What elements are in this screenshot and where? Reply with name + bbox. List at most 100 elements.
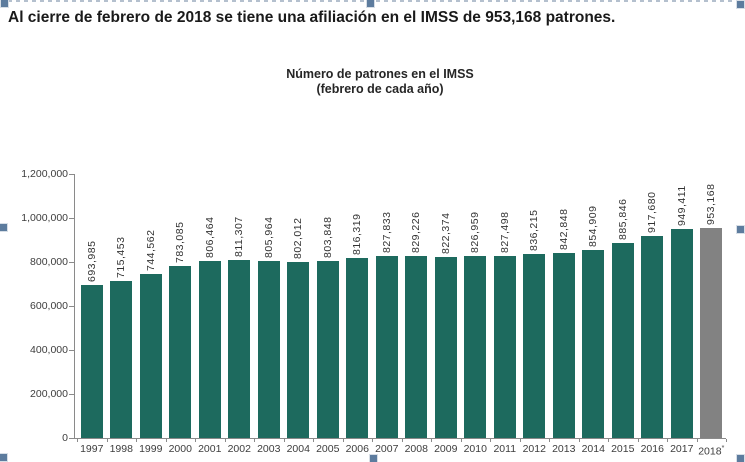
- bar-value-label: 917,680: [646, 191, 659, 234]
- selection-resize-handle[interactable]: [366, 0, 375, 8]
- bar-value-label: 827,498: [498, 211, 511, 253]
- footnote-marker: *: [721, 445, 725, 452]
- bar-1998[interactable]: [110, 280, 133, 438]
- bar-2011[interactable]: [493, 255, 516, 438]
- bar-2009[interactable]: [434, 257, 457, 438]
- x-axis-category-label: 1998: [109, 443, 133, 455]
- bar-2013[interactable]: [552, 252, 575, 438]
- y-axis-tick-label: 200,000: [30, 388, 68, 400]
- x-axis-category-label: 2013: [552, 443, 576, 455]
- bar-value-label: 885,846: [616, 198, 629, 241]
- bar-2002[interactable]: [228, 259, 251, 438]
- selection-resize-handle[interactable]: [736, 454, 745, 462]
- bar-2016[interactable]: [641, 236, 664, 438]
- bar-value-label: 806,464: [203, 216, 216, 258]
- selection-resize-handle[interactable]: [0, 453, 8, 462]
- bar-value-label: 842,848: [557, 208, 570, 250]
- x-axis-tick: [254, 439, 255, 442]
- bar-value-label: 822,374: [439, 212, 452, 255]
- bar-2017[interactable]: [670, 229, 693, 438]
- x-axis-category-label: 2003: [257, 443, 281, 455]
- x-axis-category-label: 2002: [227, 443, 251, 455]
- x-axis-category-label: 2008: [404, 443, 428, 455]
- x-axis-tick: [342, 439, 344, 442]
- bar-2000[interactable]: [169, 265, 192, 438]
- bar-value-label: 829,226: [410, 211, 423, 253]
- bar-value-label: 836,215: [528, 209, 541, 252]
- x-axis-category-label: 2005: [316, 443, 340, 455]
- bar-2004[interactable]: [287, 261, 310, 438]
- bar-2012[interactable]: [523, 254, 546, 438]
- x-axis-category-label: 2001: [198, 443, 222, 455]
- bar-value-label: 744,562: [144, 229, 157, 272]
- y-axis-tick-label: 400,000: [30, 344, 68, 356]
- selection-resize-handle[interactable]: [736, 0, 745, 9]
- headline-textbox[interactable]: Al cierre de febrero de 2018 se tiene un…: [8, 9, 616, 26]
- x-axis-tick: [431, 439, 432, 442]
- y-axis-tick-label: 0: [62, 432, 68, 444]
- x-axis-category-label: 2010: [463, 443, 487, 455]
- selection-resize-handle[interactable]: [0, 0, 9, 8]
- y-axis-tick: [69, 262, 74, 263]
- bar-2007[interactable]: [375, 255, 398, 438]
- x-axis-category-label: 2011: [493, 443, 517, 455]
- x-axis-tick: [313, 439, 314, 442]
- x-axis-tick: [460, 439, 462, 442]
- y-axis-tick: [69, 394, 74, 395]
- x-axis-tick: [637, 439, 639, 442]
- x-axis-tick: [726, 439, 727, 442]
- x-axis-line: [73, 438, 726, 439]
- x-axis-tick: [401, 439, 403, 442]
- x-axis-category-label: 2017: [670, 443, 694, 455]
- bar-value-label: 803,848: [321, 216, 334, 259]
- x-axis-tick: [519, 439, 521, 442]
- y-axis-tick: [69, 438, 74, 439]
- bar-1999[interactable]: [139, 274, 162, 438]
- y-axis-line: [74, 174, 75, 439]
- x-axis-category-label: 2000: [168, 443, 192, 455]
- bar-2010[interactable]: [464, 256, 487, 438]
- bar-value-label: 953,168: [705, 183, 718, 226]
- x-axis-tick: [696, 439, 698, 442]
- bar-value-label: 854,909: [587, 205, 600, 247]
- x-axis-tick: [372, 439, 373, 442]
- x-axis-category-label: 2015: [611, 443, 635, 455]
- bar-value-label: 816,319: [351, 213, 364, 256]
- bar-value-label: 715,453: [115, 236, 128, 278]
- x-axis-category-label: 2006: [345, 443, 369, 455]
- x-axis-category-label: 2016: [640, 443, 664, 455]
- x-axis-category-label: 2014: [581, 443, 605, 455]
- bar-value-label: 826,959: [469, 211, 482, 254]
- bar-value-label: 805,964: [262, 216, 275, 258]
- x-axis-tick: [490, 439, 491, 442]
- bar-2001[interactable]: [198, 260, 221, 438]
- chart-title: Número de patrones en el IMSS: [286, 67, 474, 81]
- bar-2003[interactable]: [257, 260, 280, 438]
- x-axis-category-label: 2004: [286, 443, 310, 455]
- x-axis-tick: [77, 439, 78, 442]
- y-axis-tick-label: 1,200,000: [21, 168, 68, 180]
- x-axis-tick: [608, 439, 609, 442]
- bar-2006[interactable]: [346, 258, 369, 438]
- bar-value-label: 949,411: [675, 185, 688, 227]
- selection-resize-handle[interactable]: [0, 223, 8, 232]
- bar-2018[interactable]: [700, 228, 723, 438]
- selection-resize-handle[interactable]: [369, 454, 378, 462]
- bar-2014[interactable]: [582, 249, 605, 438]
- y-axis-tick: [69, 350, 74, 351]
- bar-2005[interactable]: [316, 261, 339, 438]
- selection-resize-handle[interactable]: [736, 225, 745, 234]
- bar-1997[interactable]: [80, 285, 103, 438]
- bar-value-label: 802,012: [292, 217, 305, 259]
- bar-2015[interactable]: [611, 243, 634, 438]
- x-axis-category-label: 2012: [522, 443, 546, 455]
- x-axis-tick: [578, 439, 580, 442]
- x-axis-category-label: 2009: [434, 443, 458, 455]
- y-axis-tick: [69, 174, 74, 175]
- y-axis-tick: [69, 306, 74, 307]
- bar-value-label: 783,085: [174, 221, 187, 263]
- x-axis-tick: [667, 439, 668, 442]
- x-axis-tick: [549, 439, 550, 442]
- bar-2008[interactable]: [405, 255, 428, 438]
- y-axis-tick-label: 1,000,000: [21, 212, 68, 224]
